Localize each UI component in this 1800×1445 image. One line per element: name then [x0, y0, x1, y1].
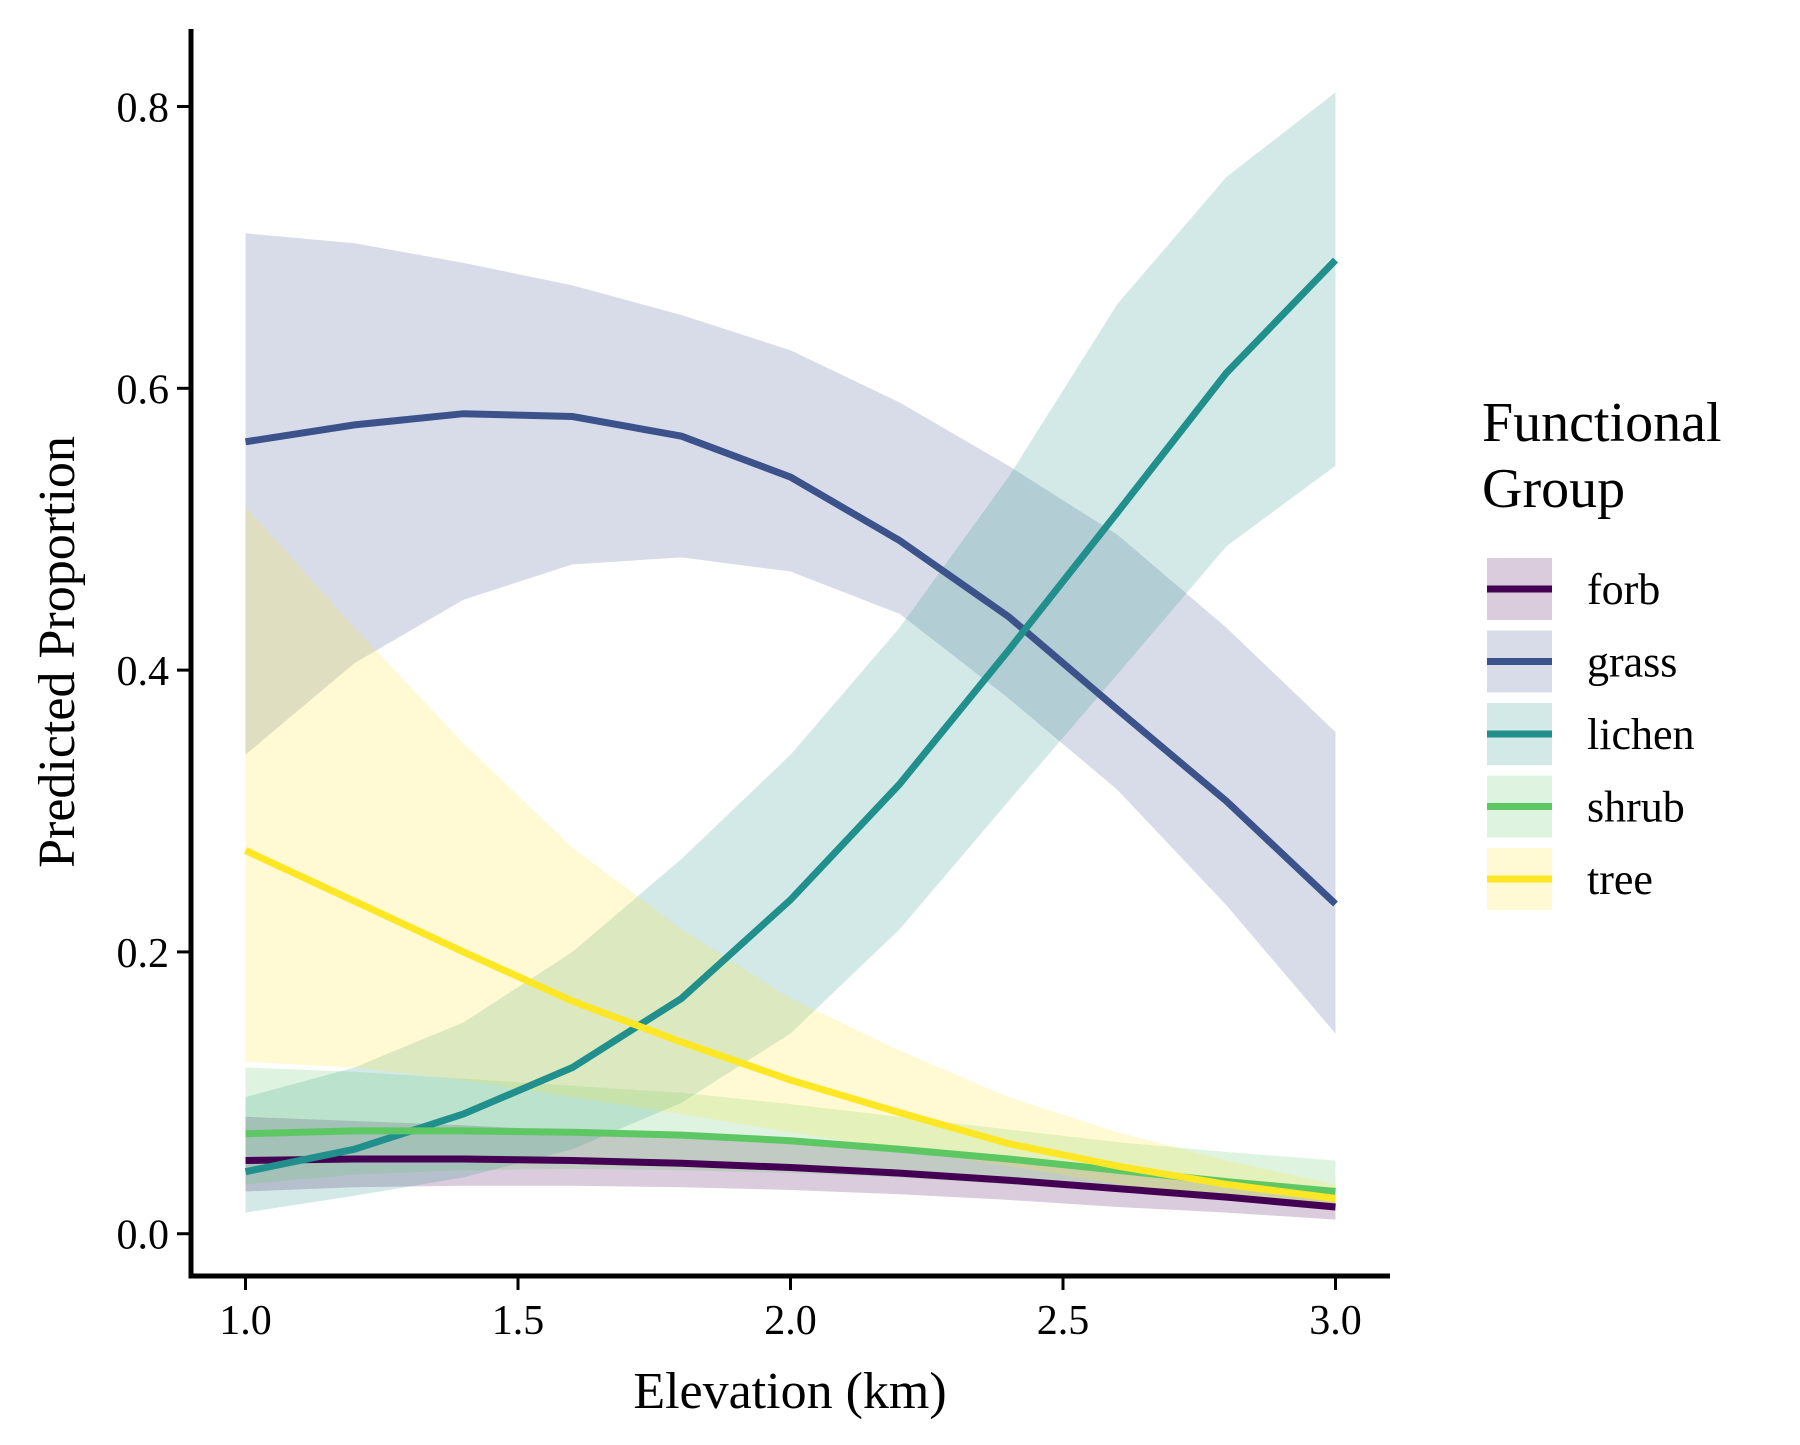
x-tick-label: 1.0: [219, 1298, 272, 1344]
lines: [244, 257, 1339, 1211]
y-tick-label: 0.6: [117, 367, 170, 413]
y-tick-label: 0.4: [117, 649, 170, 695]
y-tick-label: 0.0: [117, 1213, 170, 1259]
x-tick-label: 2.0: [764, 1298, 817, 1344]
legend-label: lichen: [1587, 710, 1695, 759]
y-tick-label: 0.2: [117, 931, 170, 977]
y-tick-label: 0.8: [117, 85, 170, 131]
confidence-band: [245, 506, 1336, 1210]
legend-label: forb: [1587, 565, 1660, 614]
confidence-band: [245, 233, 1336, 1034]
series-line: [244, 410, 1338, 907]
series-line: [244, 847, 1336, 1202]
legend-label: tree: [1587, 855, 1653, 904]
y-axis-title: Predicted Proportion: [29, 436, 86, 868]
x-axis-title: Elevation (km): [633, 1363, 946, 1420]
confidence-band: [245, 1067, 1336, 1206]
series-line: [244, 257, 1339, 1176]
x-tick-label: 3.0: [1309, 1298, 1362, 1344]
legend-title: Functional Group: [1482, 392, 1722, 520]
ribbons: [245, 92, 1336, 1220]
legend-label: shrub: [1587, 783, 1685, 832]
x-tick-label: 2.5: [1037, 1298, 1090, 1344]
series-line: [245, 1155, 1336, 1211]
x-tick-label: 1.5: [492, 1298, 545, 1344]
confidence-band: [245, 92, 1336, 1213]
legend-label: grass: [1587, 638, 1677, 687]
